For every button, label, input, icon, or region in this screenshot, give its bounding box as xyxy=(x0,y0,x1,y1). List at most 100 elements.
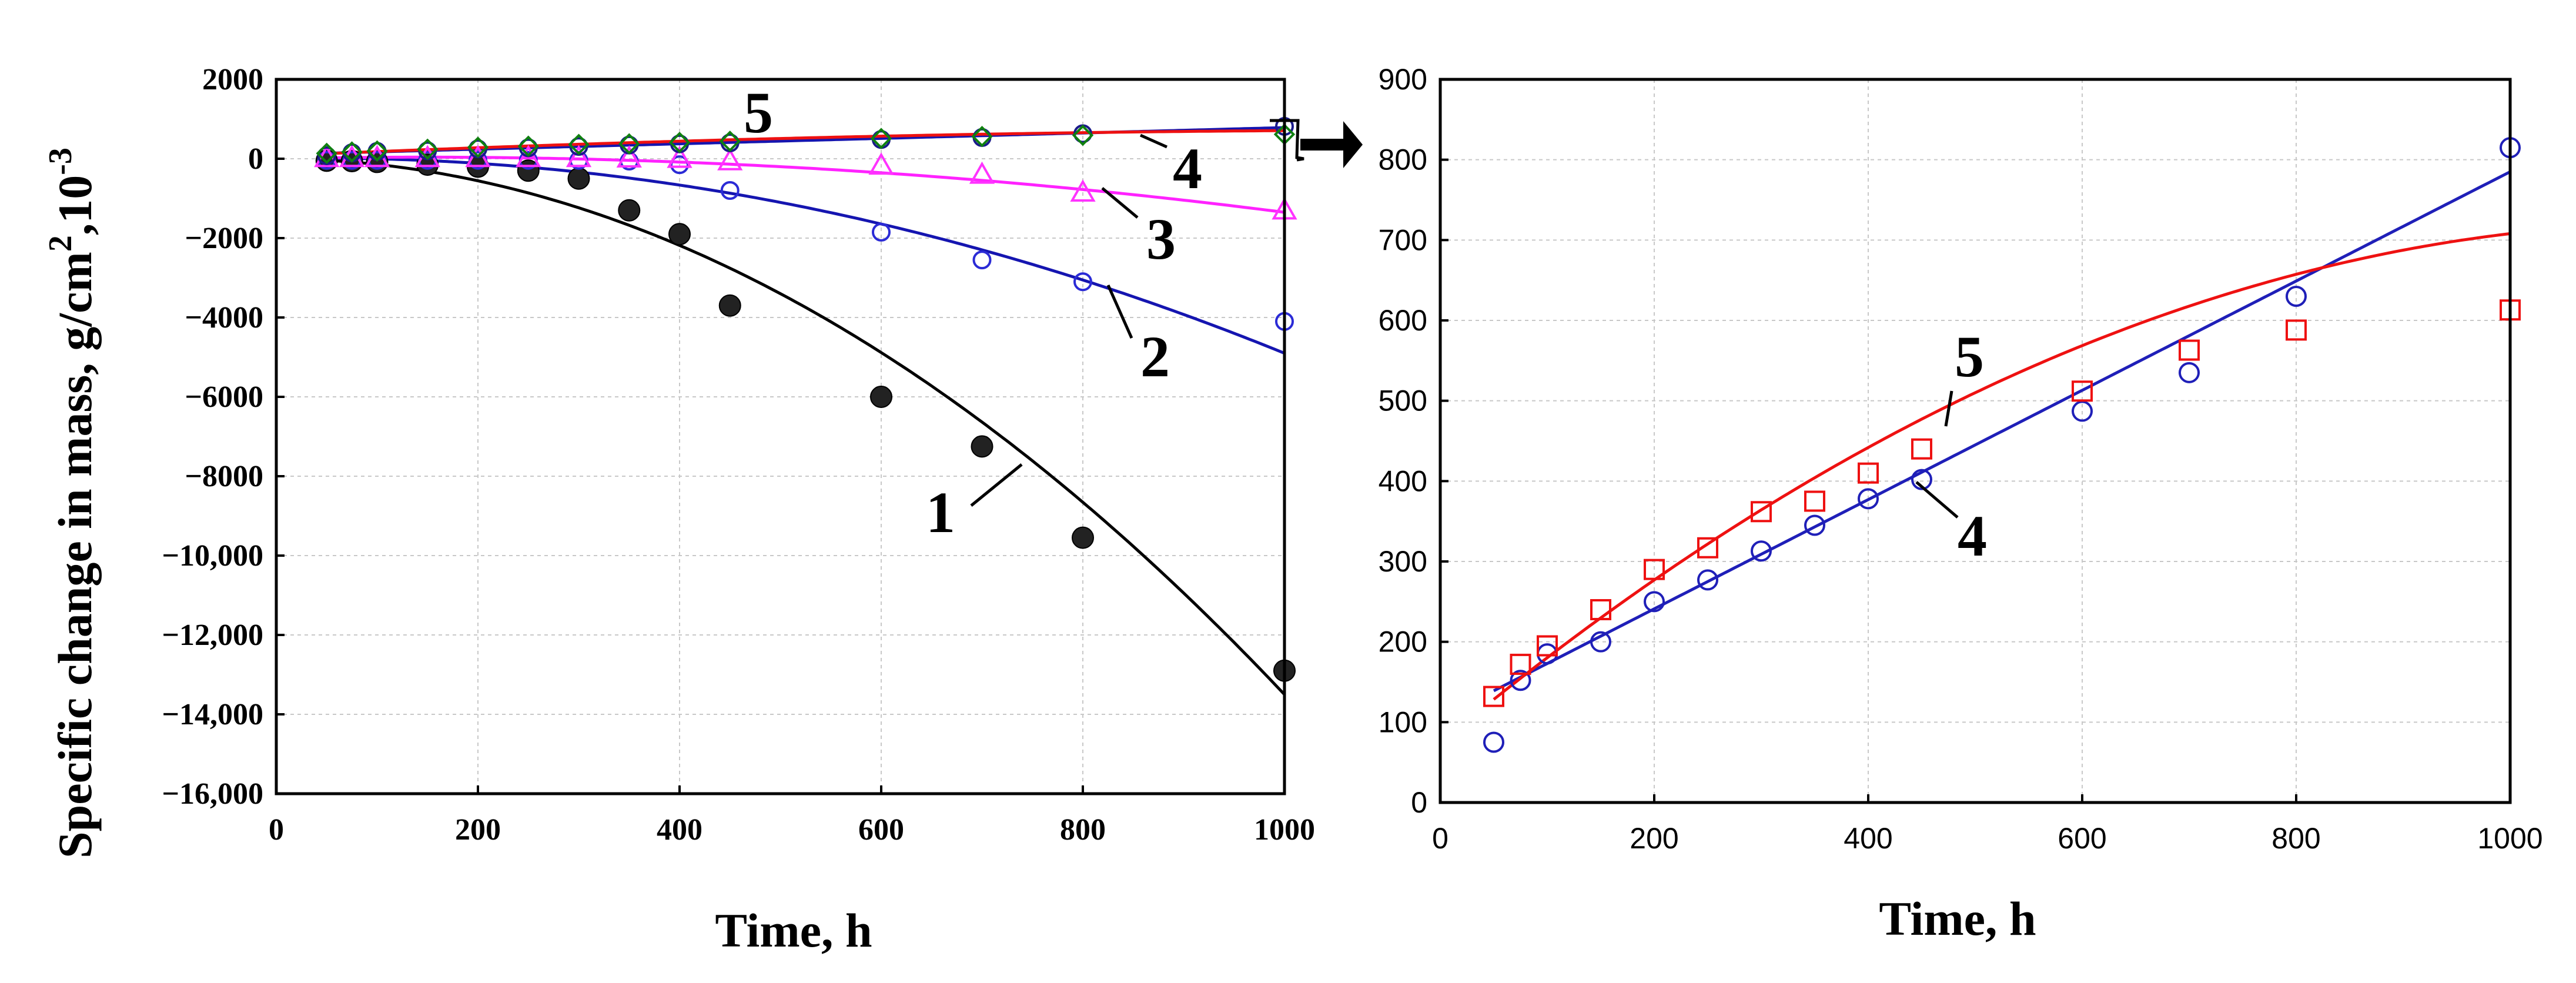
curve-label-leader-4 xyxy=(1915,481,1959,519)
data-point-series-5 xyxy=(1537,635,1558,657)
data-point-series-2 xyxy=(972,250,992,270)
data-point-series-4 xyxy=(1510,670,1531,691)
left-y-tick-labels: 2000 0 −2000 −4000 −6000 −8000 −10,000 −12,000 −… xyxy=(162,63,285,811)
data-point-series-5 xyxy=(517,135,539,157)
data-point-series-4 xyxy=(2286,286,2307,307)
data-point-series-4 xyxy=(2179,362,2200,383)
data-point-series-5 xyxy=(870,128,892,149)
fit-curve-4 xyxy=(1493,170,2511,693)
x-tick-label: 1000 xyxy=(1254,813,1315,847)
data-point-series-5 xyxy=(618,133,640,155)
zoom-indicator xyxy=(1270,119,1363,168)
left-chart-panel: 0 200 400 600 800 1000 2000 0 −2000 −4000 −6000 −8… xyxy=(42,63,1315,957)
x-tick-label: 600 xyxy=(2058,822,2106,855)
left-x-axis-title: Time, h xyxy=(715,904,872,957)
y-tick-label: 0 xyxy=(1411,786,1427,819)
data-point-series-3 xyxy=(465,145,491,168)
y-tick-label: 500 xyxy=(1379,384,1427,417)
x-tick-label: 600 xyxy=(858,813,904,847)
curve-label-leader-4 xyxy=(1139,133,1168,149)
data-point-series-5 xyxy=(341,141,363,163)
y-tick-label: −10,000 xyxy=(162,539,263,573)
right-x-axis-title: Time, h xyxy=(1879,892,2036,945)
curve-label-5: 5 xyxy=(744,80,773,145)
curve-label-3: 3 xyxy=(1146,206,1176,272)
x-tick-label: 800 xyxy=(2271,822,2320,855)
data-point-series-1 xyxy=(1072,526,1094,549)
data-point-series-5 xyxy=(1510,653,1531,675)
data-point-series-1 xyxy=(971,435,993,458)
data-point-series-3 xyxy=(667,145,692,168)
y-tick-label: 400 xyxy=(1379,464,1427,497)
data-point-series-5 xyxy=(1751,501,1772,523)
fit-curve-1 xyxy=(326,159,1286,696)
curve-label-leader-1 xyxy=(970,463,1023,507)
x-tick-label: 400 xyxy=(1844,822,1892,855)
x-tick-label: 0 xyxy=(269,813,284,847)
y-tick-label: −14,000 xyxy=(162,698,263,731)
right-grid xyxy=(1440,79,2511,803)
curve-label-5: 5 xyxy=(1955,324,1984,389)
data-point-series-5 xyxy=(1644,559,1665,580)
data-point-series-1 xyxy=(870,386,892,408)
data-point-series-1 xyxy=(718,294,741,317)
y-tick-label: −4000 xyxy=(185,301,263,335)
left-data-points xyxy=(314,116,1297,682)
curve-label-leader-3 xyxy=(1101,187,1139,219)
curve-label-2: 2 xyxy=(1140,324,1170,389)
data-point-series-5 xyxy=(467,136,489,158)
left-curve-labels: 1 2 34 5 xyxy=(744,80,1202,545)
data-point-series-4 xyxy=(1697,569,1718,591)
data-point-series-3 xyxy=(616,145,642,168)
left-fit-curves xyxy=(326,126,1286,696)
x-tick-label: 1000 xyxy=(2477,822,2542,855)
data-point-series-5 xyxy=(1697,537,1718,559)
y-tick-label: 600 xyxy=(1379,304,1427,337)
curve-label-4: 4 xyxy=(1173,136,1202,201)
data-point-series-2 xyxy=(1073,272,1092,292)
curve-label-4: 4 xyxy=(1958,503,1987,569)
data-point-series-5 xyxy=(971,125,993,148)
data-point-series-2 xyxy=(872,222,891,242)
data-point-series-5 xyxy=(2072,380,2093,402)
data-point-series-3 xyxy=(1070,179,1096,202)
curve-label-leader-2 xyxy=(1106,284,1133,339)
right-fit-curves xyxy=(1493,170,2511,701)
left-plot-frame xyxy=(275,78,1286,795)
data-point-series-5 xyxy=(1483,686,1504,707)
data-point-series-5 xyxy=(366,140,388,162)
right-y-tick-labels: 0 100 200 300 400 500 600 700 800 900 xyxy=(1379,63,1448,819)
curve-label-1: 1 xyxy=(926,480,955,545)
right-curve-labels: 45 xyxy=(1915,324,1987,569)
data-point-series-4 xyxy=(2072,400,2093,422)
left-grid xyxy=(276,79,1285,794)
data-point-series-5 xyxy=(668,132,691,153)
data-point-series-3 xyxy=(516,145,541,168)
data-point-series-5 xyxy=(2286,319,2307,341)
data-point-series-4 xyxy=(1911,469,1932,490)
y-tick-label: 2000 xyxy=(202,63,263,96)
data-point-series-4 xyxy=(1483,731,1504,753)
y-tick-label: 800 xyxy=(1379,143,1427,176)
y-tick-label: 100 xyxy=(1379,706,1427,738)
data-point-series-2 xyxy=(720,181,740,200)
data-point-series-4 xyxy=(1751,540,1772,562)
x-tick-label: 400 xyxy=(657,813,702,847)
y-tick-label: 300 xyxy=(1379,545,1427,578)
y-tick-label: 900 xyxy=(1379,63,1427,96)
data-point-series-3 xyxy=(969,161,995,184)
curve-label-leader-5 xyxy=(1944,390,1953,427)
right-chart-panel: 0 200 400 600 800 1000 0 100 200 300 400 500 600 700… xyxy=(1379,63,2543,945)
fit-curve-5 xyxy=(1493,232,2511,701)
data-point-series-3 xyxy=(566,145,592,168)
y-tick-label: −16,000 xyxy=(162,777,263,811)
y-tick-label: −8000 xyxy=(185,460,263,493)
data-point-series-5 xyxy=(1590,599,1611,620)
right-data-points xyxy=(1483,137,2521,753)
x-tick-label: 0 xyxy=(1432,822,1448,855)
x-tick-label: 800 xyxy=(1060,813,1106,847)
data-point-series-5 xyxy=(2179,339,2200,361)
data-point-series-4 xyxy=(1644,591,1665,613)
left-x-tick-labels: 0 200 400 600 800 1000 xyxy=(269,785,1315,847)
